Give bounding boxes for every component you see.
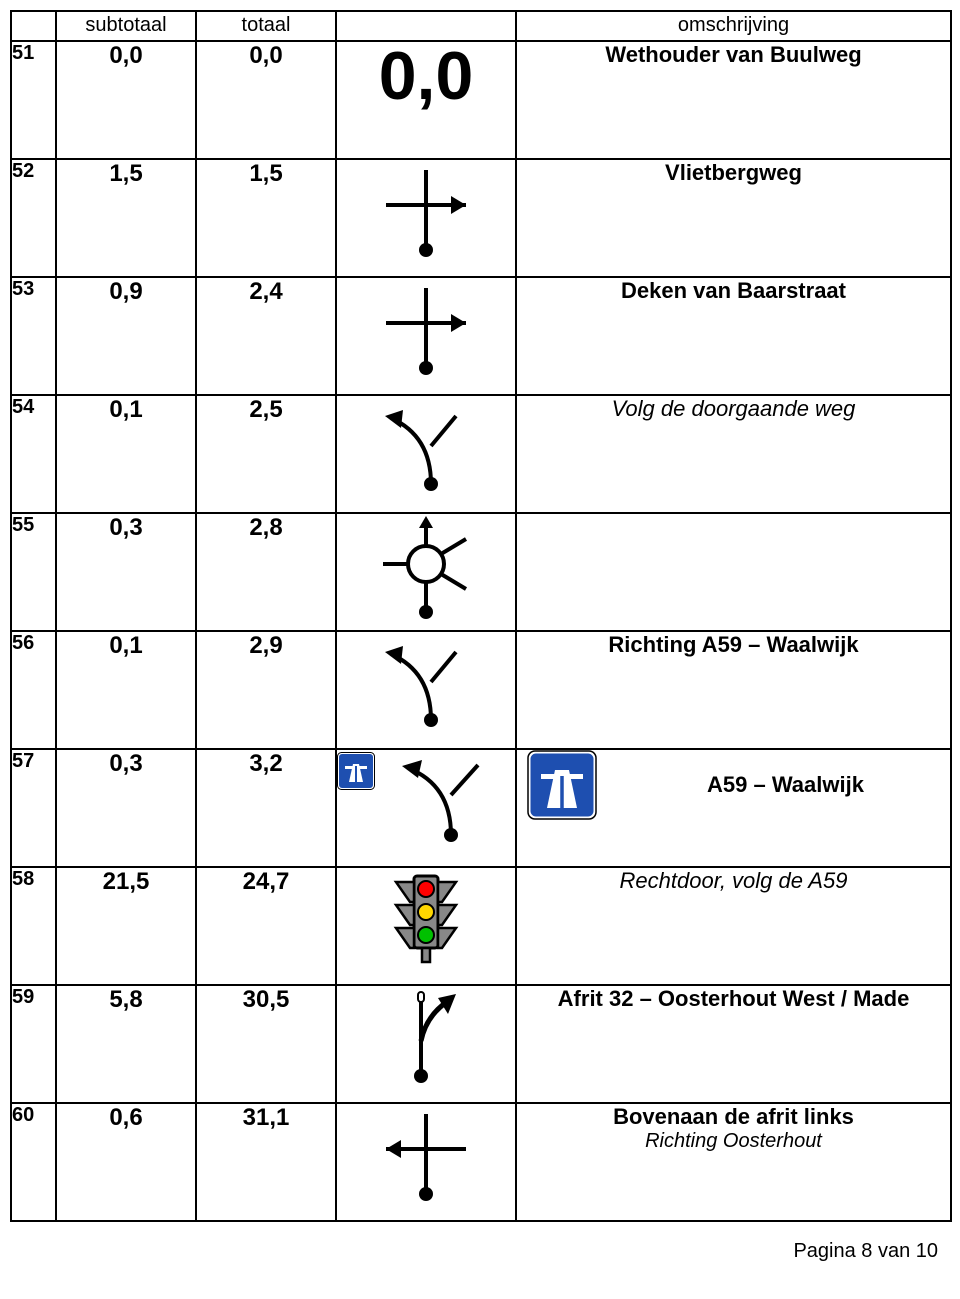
row-number: 51 [11, 41, 56, 159]
row-number: 52 [11, 159, 56, 277]
total-cell: 2,8 [196, 513, 336, 631]
table-row: 600,631,1 Bovenaan de afrit linksRichtin… [11, 1103, 951, 1221]
row-number: 53 [11, 277, 56, 395]
subtotal-cell: 0,1 [56, 631, 196, 749]
header-tot: totaal [196, 11, 336, 41]
table-row: 560,12,9 Richting A59 – Waalwijk [11, 631, 951, 749]
subtotal-cell: 21,5 [56, 867, 196, 985]
description-text: Wethouder van Buulweg [605, 42, 861, 67]
description-text: Volg de doorgaande weg [612, 396, 856, 421]
table-row: 550,32,8 [11, 513, 951, 631]
description-text: Deken van Baarstraat [621, 278, 846, 303]
subtotal-cell: 0,1 [56, 395, 196, 513]
motorway-entry-icon [337, 750, 515, 845]
description-cell: Rechtdoor, volg de A59 [516, 867, 951, 985]
table-row: 595,830,5 Afrit 32 – Oosterhout West / M… [11, 985, 951, 1103]
symbol-cell: 0,0 [336, 41, 516, 159]
exit-right-icon [337, 986, 515, 1086]
row-number: 56 [11, 631, 56, 749]
header-sym [336, 11, 516, 41]
row-number: 57 [11, 749, 56, 867]
symbol-cell [336, 277, 516, 395]
subtotal-cell: 0,0 [56, 41, 196, 159]
description-text: Afrit 32 – Oosterhout West / Made [558, 986, 910, 1011]
fork-left-icon [337, 632, 515, 732]
subtotal-cell: 0,6 [56, 1103, 196, 1221]
description-cell: Bovenaan de afrit linksRichting Oosterho… [516, 1103, 951, 1221]
roundabout-icon [337, 514, 515, 624]
row-number: 60 [11, 1103, 56, 1221]
row-number: 59 [11, 985, 56, 1103]
table-row: 5821,524,7 Rechtdoor, volg de A59 [11, 867, 951, 985]
cross-left-icon [337, 1104, 515, 1204]
subtotal-cell: 5,8 [56, 985, 196, 1103]
description-cell: Volg de doorgaande weg [516, 395, 951, 513]
table-row: 530,92,4 Deken van Baarstraat [11, 277, 951, 395]
description-cell: Vlietbergweg [516, 159, 951, 277]
symbol-cell [336, 631, 516, 749]
description-text: A59 – Waalwijk [621, 772, 950, 798]
table-row: 521,51,5 Vlietbergweg [11, 159, 951, 277]
total-cell: 1,5 [196, 159, 336, 277]
total-cell: 2,4 [196, 277, 336, 395]
total-cell: 31,1 [196, 1103, 336, 1221]
total-cell: 30,5 [196, 985, 336, 1103]
subtotal-cell: 0,3 [56, 513, 196, 631]
motorway-icon [527, 750, 597, 820]
fork-left-icon [337, 396, 515, 496]
symbol-cell [336, 985, 516, 1103]
table-row: 510,00,00,0Wethouder van Buulweg [11, 41, 951, 159]
table-row: 570,33,2 A59 – Waalwijk [11, 749, 951, 867]
table-row: 540,12,5 Volg de doorgaande weg [11, 395, 951, 513]
symbol-cell [336, 749, 516, 867]
symbol-cell [336, 867, 516, 985]
description-text: Vlietbergweg [665, 160, 802, 185]
row-number: 54 [11, 395, 56, 513]
total-cell: 2,5 [196, 395, 336, 513]
header-desc: omschrijving [516, 11, 951, 41]
total-cell: 2,9 [196, 631, 336, 749]
page-footer: Pagina 8 van 10 [10, 1222, 950, 1263]
cross-right-icon [337, 160, 515, 260]
traffic-light-icon [337, 868, 515, 968]
description-cell: Deken van Baarstraat [516, 277, 951, 395]
description-cell: A59 – Waalwijk [516, 749, 951, 867]
subtotal-cell: 1,5 [56, 159, 196, 277]
description-cell [516, 513, 951, 631]
description-cell: Afrit 32 – Oosterhout West / Made [516, 985, 951, 1103]
symbol-cell [336, 159, 516, 277]
subtotal-cell: 0,3 [56, 749, 196, 867]
big-zero-icon: 0,0 [379, 38, 474, 114]
total-cell: 24,7 [196, 867, 336, 985]
row-number: 55 [11, 513, 56, 631]
route-table: subtotaal totaal omschrijving 510,00,00,… [10, 10, 952, 1222]
header-num [11, 11, 56, 41]
description-text: Rechtdoor, volg de A59 [620, 868, 848, 893]
total-cell: 0,0 [196, 41, 336, 159]
row-number: 58 [11, 867, 56, 985]
description-cell: Richting A59 – Waalwijk [516, 631, 951, 749]
subtotal-cell: 0,9 [56, 277, 196, 395]
header-row: subtotaal totaal omschrijving [11, 11, 951, 41]
symbol-cell [336, 395, 516, 513]
description-text: Bovenaan de afrit links [613, 1104, 854, 1129]
description-extra: Richting Oosterhout [517, 1130, 950, 1153]
symbol-cell [336, 1103, 516, 1221]
description-cell: Wethouder van Buulweg [516, 41, 951, 159]
cross-right-icon [337, 278, 515, 378]
symbol-cell [336, 513, 516, 631]
total-cell: 3,2 [196, 749, 336, 867]
header-sub: subtotaal [56, 11, 196, 41]
description-text: Richting A59 – Waalwijk [608, 632, 858, 657]
